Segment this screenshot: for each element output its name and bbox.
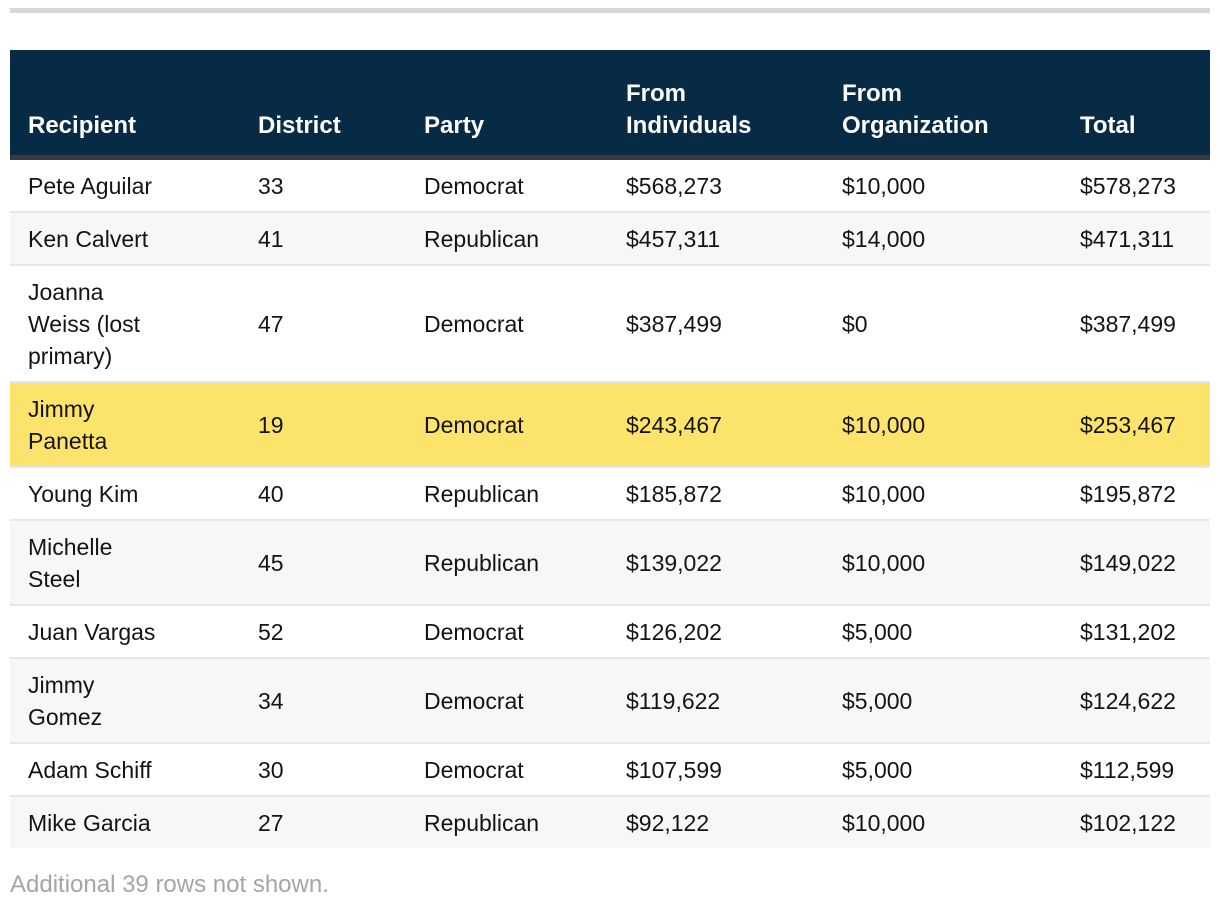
cell-party: Republican	[424, 550, 540, 576]
cell-district: 52	[258, 619, 284, 645]
cell-recipient: Jimmy Panetta	[28, 396, 108, 454]
cell-from-organization: $5,000	[842, 688, 913, 714]
table-row: Adam Schiff 30 Democrat $107,599 $5,000 $112,…	[10, 743, 1210, 796]
column-header-from-organization: From Organization	[824, 50, 1062, 160]
cell-from-organization: $10,000	[842, 173, 926, 199]
top-divider-bar	[10, 8, 1210, 13]
cell-party: Republican	[424, 481, 540, 507]
cell-recipient: Michelle Steel	[28, 534, 113, 592]
cell-total: $471,311	[1080, 226, 1175, 252]
column-header-district: District	[240, 50, 406, 160]
cell-from-organization: $5,000	[842, 757, 913, 783]
table-row: Mike Garcia 27 Republican $92,122 $10,000 $10…	[10, 796, 1210, 848]
column-header-party: Party	[406, 50, 608, 160]
cell-district: 34	[258, 688, 284, 714]
cell-recipient: Young Kim	[28, 481, 139, 507]
cell-from-individuals: $119,622	[626, 688, 721, 714]
cell-from-individuals: $457,311	[626, 226, 721, 252]
table-row: Michelle Steel 45 Republican $139,022 $10,00…	[10, 520, 1210, 605]
table-body: Pete Aguilar 33 Democrat $568,273 $10,000 $57…	[10, 157, 1210, 848]
cell-district: 27	[258, 810, 284, 836]
cell-total: $253,467	[1080, 412, 1176, 438]
table-row: Young Kim 40 Republican $185,872 $10,000 $195…	[10, 467, 1210, 520]
cell-district: 45	[258, 550, 284, 576]
rows-not-shown-note: Additional 39 rows not shown.	[10, 871, 329, 898]
cell-party: Republican	[424, 810, 540, 836]
cell-from-organization: $0	[842, 311, 868, 337]
table-row: Pete Aguilar 33 Democrat $568,273 $10,000 $57…	[10, 157, 1210, 212]
cell-from-individuals: $568,273	[626, 173, 722, 199]
cell-recipient: Pete Aguilar	[28, 173, 153, 199]
table-header-row: Recipient District Party From Individual…	[10, 50, 1210, 160]
cell-from-individuals: $387,499	[626, 311, 722, 337]
cell-from-individuals: $126,202	[626, 619, 722, 645]
cell-district: 47	[258, 311, 284, 337]
campaign-funding-table: Recipient District Party From Individual…	[10, 50, 1210, 848]
cell-from-organization: $14,000	[842, 226, 926, 252]
column-header-recipient: Recipient	[10, 50, 240, 160]
table-row: Juan Vargas 52 Democrat $126,202 $5,000 $131,…	[10, 605, 1210, 658]
cell-total: $149,022	[1080, 550, 1176, 576]
table-row: Ken Calvert 41 Republican $457,311 $14,000 $4…	[10, 212, 1210, 265]
cell-from-organization: $10,000	[842, 810, 926, 836]
cell-total: $124,622	[1080, 688, 1176, 714]
cell-party: Democrat	[424, 688, 524, 714]
cell-from-individuals: $92,122	[626, 810, 710, 836]
table-header: Recipient District Party From Individual…	[10, 50, 1210, 160]
cell-total: $102,122	[1080, 810, 1176, 836]
cell-recipient: Ken Calvert	[28, 226, 149, 252]
cell-party: Democrat	[424, 311, 524, 337]
cell-from-organization: $10,000	[842, 550, 926, 576]
cell-recipient: Adam Schiff	[28, 757, 152, 783]
cell-party: Democrat	[424, 757, 524, 783]
table-row: Jimmy Gomez 34 Democrat $119,622 $5,000 $124,…	[10, 658, 1210, 743]
cell-from-individuals: $243,467	[626, 412, 722, 438]
cell-district: 19	[258, 412, 284, 438]
cell-party: Republican	[424, 226, 540, 252]
cell-recipient: Joanna Weiss (lost primary)	[28, 279, 141, 369]
cell-from-organization: $10,000	[842, 481, 926, 507]
cell-district: 41	[258, 226, 284, 252]
cell-from-organization: $10,000	[842, 412, 926, 438]
table-row: Joanna Weiss (lost primary) 47 Democrat $38…	[10, 265, 1210, 382]
table-row: Jimmy Panetta 19 Democrat $243,467 $10,000 $2…	[10, 382, 1210, 467]
cell-total: $195,872	[1080, 481, 1176, 507]
cell-party: Democrat	[424, 619, 524, 645]
cell-recipient: Mike Garcia	[28, 810, 151, 836]
cell-from-individuals: $139,022	[626, 550, 722, 576]
column-header-total: Total	[1062, 50, 1210, 160]
column-header-from-individuals: From Individuals	[608, 50, 824, 160]
cell-total: $112,599	[1080, 757, 1175, 783]
cell-district: 33	[258, 173, 284, 199]
cell-from-individuals: $185,872	[626, 481, 722, 507]
cell-recipient: Jimmy Gomez	[28, 672, 103, 730]
cell-district: 30	[258, 757, 284, 783]
cell-total: $131,202	[1080, 619, 1176, 645]
cell-party: Democrat	[424, 412, 524, 438]
cell-from-organization: $5,000	[842, 619, 913, 645]
cell-party: Democrat	[424, 173, 524, 199]
cell-recipient: Juan Vargas	[28, 619, 156, 645]
cell-total: $578,273	[1080, 173, 1176, 199]
cell-from-individuals: $107,599	[626, 757, 722, 783]
cell-total: $387,499	[1080, 311, 1176, 337]
cell-district: 40	[258, 481, 284, 507]
